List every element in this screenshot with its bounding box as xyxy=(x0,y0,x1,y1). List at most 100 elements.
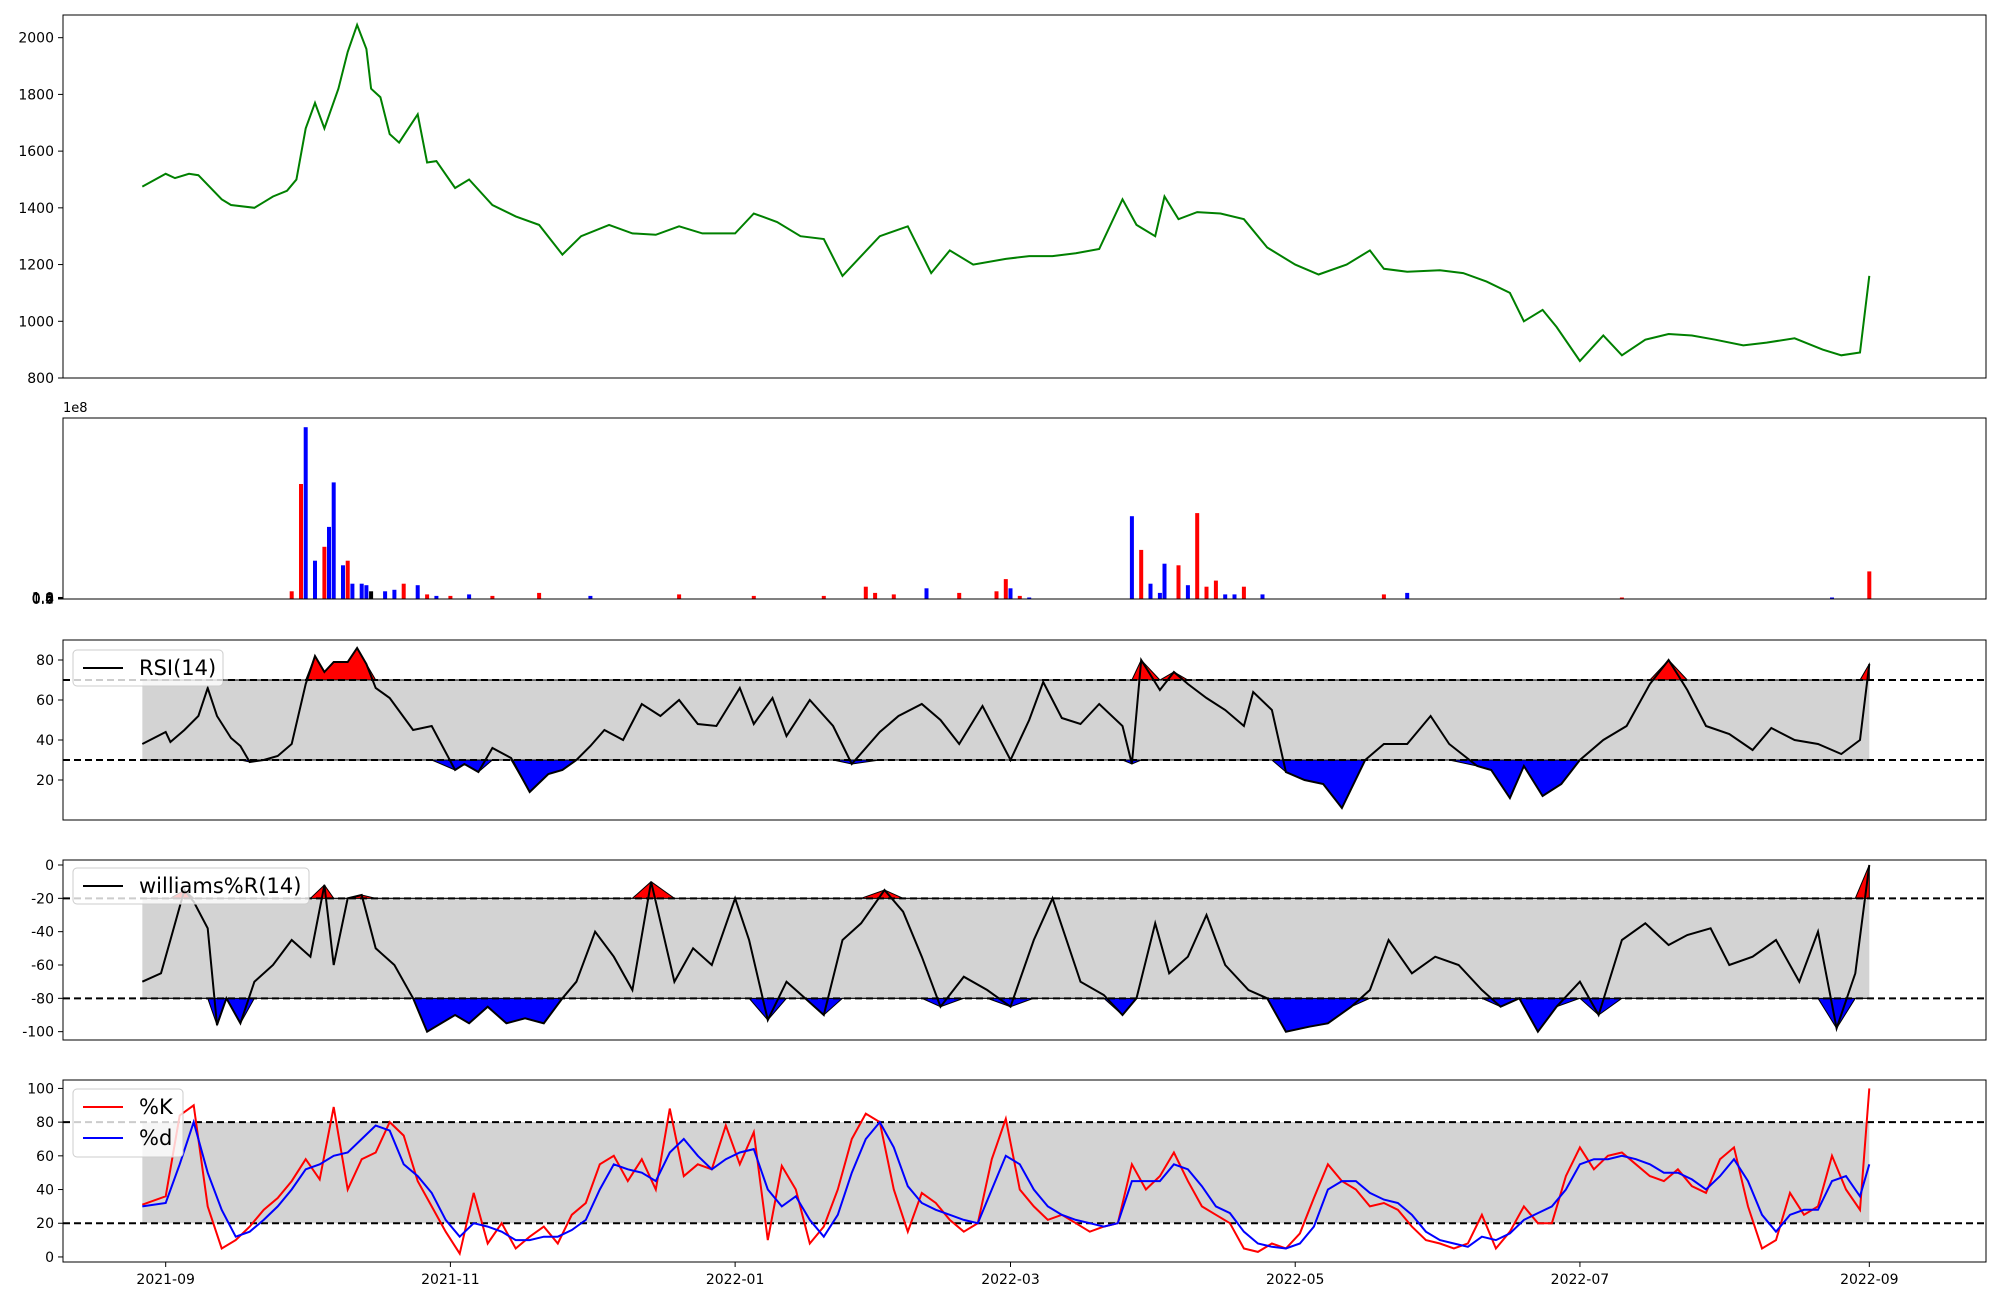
stochastic-plot xyxy=(63,1088,1986,1257)
ytick-label: 0 xyxy=(45,858,54,874)
ytick-label: -20 xyxy=(31,891,54,907)
volume-bar xyxy=(1223,594,1228,599)
williams-band xyxy=(142,898,1870,999)
volume-bar xyxy=(677,594,682,599)
ytick-label: -40 xyxy=(31,925,54,941)
ytick-label: 800 xyxy=(27,371,54,387)
volume-bar xyxy=(1129,516,1134,599)
volume-bar xyxy=(1027,597,1032,599)
volume-bar xyxy=(350,583,355,599)
volume-bar xyxy=(289,591,294,599)
stochastic-legend-d-label: %d xyxy=(139,1126,172,1150)
price-line xyxy=(141,21,1871,363)
rsi-line xyxy=(141,646,1871,810)
volume-axes-frame xyxy=(62,417,1987,600)
ytick-label: 60 xyxy=(36,1149,54,1165)
ytick-label: 2000 xyxy=(18,31,54,47)
volume-bar xyxy=(345,560,350,599)
volume-bar xyxy=(1260,594,1265,599)
ytick-label: 0.4 xyxy=(32,591,54,607)
stochastic-panel: 0 20 40 60 80 100 2021-09 2021-11 2022-01 2022-0… xyxy=(27,1079,1987,1288)
williams-plot xyxy=(63,864,1986,1034)
volume-bar xyxy=(467,594,472,599)
ytick-label: 1400 xyxy=(18,201,54,217)
xtick-label: 2022-03 xyxy=(981,1272,1040,1288)
volume-bar xyxy=(331,482,336,599)
rsi-band xyxy=(142,680,1870,760)
stochastic-legend: %K %d xyxy=(72,1088,184,1158)
rsi-legend-box xyxy=(72,649,224,687)
stochastic-yticks: 0 20 40 60 80 100 xyxy=(27,1081,63,1266)
volume-bar xyxy=(425,594,430,599)
volume-bar xyxy=(588,595,593,599)
rsi-legend-label: RSI(14) xyxy=(139,656,216,680)
volume-bar xyxy=(863,586,868,599)
volume-bar xyxy=(1195,513,1200,599)
rsi-panel: 20 40 60 80 RSI(14) xyxy=(36,639,1987,821)
ytick-label: 20 xyxy=(36,773,54,789)
volume-bar xyxy=(891,594,896,599)
volume-bar xyxy=(364,585,369,599)
xtick-label: 2022-09 xyxy=(1840,1272,1899,1288)
rsi-legend: RSI(14) xyxy=(72,649,224,687)
ytick-label: 80 xyxy=(36,653,54,669)
volume-plot xyxy=(289,427,1872,599)
ytick-label: 20 xyxy=(36,1216,54,1232)
ytick-label: 40 xyxy=(36,733,54,749)
stochastic-axes-frame xyxy=(62,1079,1987,1263)
volume-bar xyxy=(359,583,364,599)
stochastic-k-line xyxy=(141,1088,1871,1257)
volume-bar xyxy=(303,427,308,599)
volume-bar xyxy=(1405,592,1410,599)
volume-bar xyxy=(1017,595,1022,599)
ytick-label: -100 xyxy=(22,1025,54,1041)
ytick-label: -80 xyxy=(31,991,54,1007)
volume-bar xyxy=(1176,565,1181,599)
volume-bar xyxy=(383,591,388,599)
volume-bar xyxy=(434,595,439,599)
volume-bar xyxy=(1139,549,1144,599)
ytick-label: 1000 xyxy=(18,314,54,330)
ytick-label: 0.6 xyxy=(32,591,54,607)
ytick-label: 1600 xyxy=(18,144,54,160)
ytick-label: 0 xyxy=(45,1250,54,1266)
volume-bar xyxy=(327,526,331,599)
xtick-label: 2022-01 xyxy=(706,1272,765,1288)
ytick-label: 40 xyxy=(36,1183,54,1199)
price-panel: 800 1000 1200 1400 1600 1800 2000 xyxy=(18,14,1987,387)
rsi-plot xyxy=(63,646,1986,810)
ytick-label: 60 xyxy=(36,693,54,709)
xtick-label: 2021-11 xyxy=(421,1272,480,1288)
volume-bar xyxy=(1157,592,1162,599)
volume-bar xyxy=(821,595,826,599)
williams-line xyxy=(141,864,1871,1034)
price-axes-frame xyxy=(62,14,1987,379)
volume-bar xyxy=(1232,594,1237,599)
volume-bar xyxy=(490,595,495,599)
volume-bar xyxy=(322,546,327,599)
price-plot xyxy=(141,21,1871,363)
ytick-label: 0.8 xyxy=(32,591,54,607)
ytick-label: 0.2 xyxy=(32,592,54,608)
volume-bar xyxy=(873,592,878,599)
williams-oversold-fill xyxy=(141,997,1870,1033)
williams-legend-label: williams%R(14) xyxy=(139,874,301,898)
ytick-label: 1200 xyxy=(18,258,54,274)
ytick-label: 1.0 xyxy=(32,590,54,606)
volume-yticks: 0.00.20.40.60.81.0 xyxy=(32,590,63,608)
volume-bar xyxy=(1867,571,1872,599)
volume-bar xyxy=(751,595,756,599)
volume-bar xyxy=(1830,597,1834,599)
stochastic-band xyxy=(142,1122,1870,1224)
volume-panel: 0.00.20.40.60.81.0 1e8 xyxy=(32,401,1987,608)
williams-legend: williams%R(14) xyxy=(72,867,310,905)
volume-bar xyxy=(401,583,406,599)
volume-bar xyxy=(369,591,374,599)
volume-bar xyxy=(994,591,999,599)
stochastic-d-line xyxy=(142,1118,1871,1250)
volume-bar xyxy=(1008,588,1013,599)
volume-bar xyxy=(1619,597,1624,599)
volume-bar xyxy=(957,592,962,599)
ytick-label: 1800 xyxy=(18,87,54,103)
volume-bar xyxy=(1003,579,1008,599)
